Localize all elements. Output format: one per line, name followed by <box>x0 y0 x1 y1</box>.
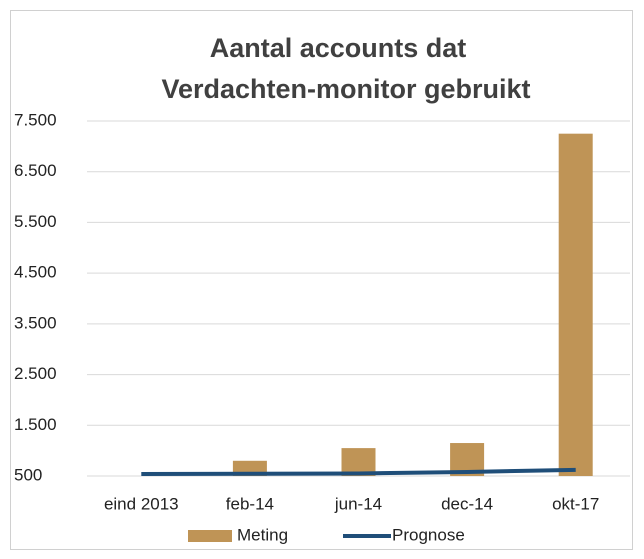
y-tick-label: 5.500 <box>14 212 57 231</box>
x-tick-label: eind 2013 <box>104 494 179 513</box>
y-tick-label: 4.500 <box>14 263 57 282</box>
chart-border <box>10 10 633 550</box>
x-tick-label: jun-14 <box>334 494 382 513</box>
y-tick-label: 7.500 <box>14 110 57 129</box>
x-tick-label: dec-14 <box>441 494 493 513</box>
legend-label: Meting <box>237 525 288 544</box>
y-tick-label: 1.500 <box>14 415 57 434</box>
x-tick-label: feb-14 <box>226 494 274 513</box>
legend-swatch <box>188 530 232 542</box>
chart-title: Verdachten-monitor gebruikt <box>161 74 530 104</box>
y-tick-label: 3.500 <box>14 313 57 332</box>
y-tick-label: 500 <box>14 465 42 484</box>
bar <box>558 133 593 476</box>
y-tick-label: 2.500 <box>14 364 57 383</box>
legend-label: Prognose <box>392 525 465 544</box>
chart-title: Aantal accounts dat <box>210 33 467 63</box>
y-tick-label: 6.500 <box>14 161 57 180</box>
x-tick-label: okt-17 <box>552 494 599 513</box>
line <box>141 467 576 476</box>
